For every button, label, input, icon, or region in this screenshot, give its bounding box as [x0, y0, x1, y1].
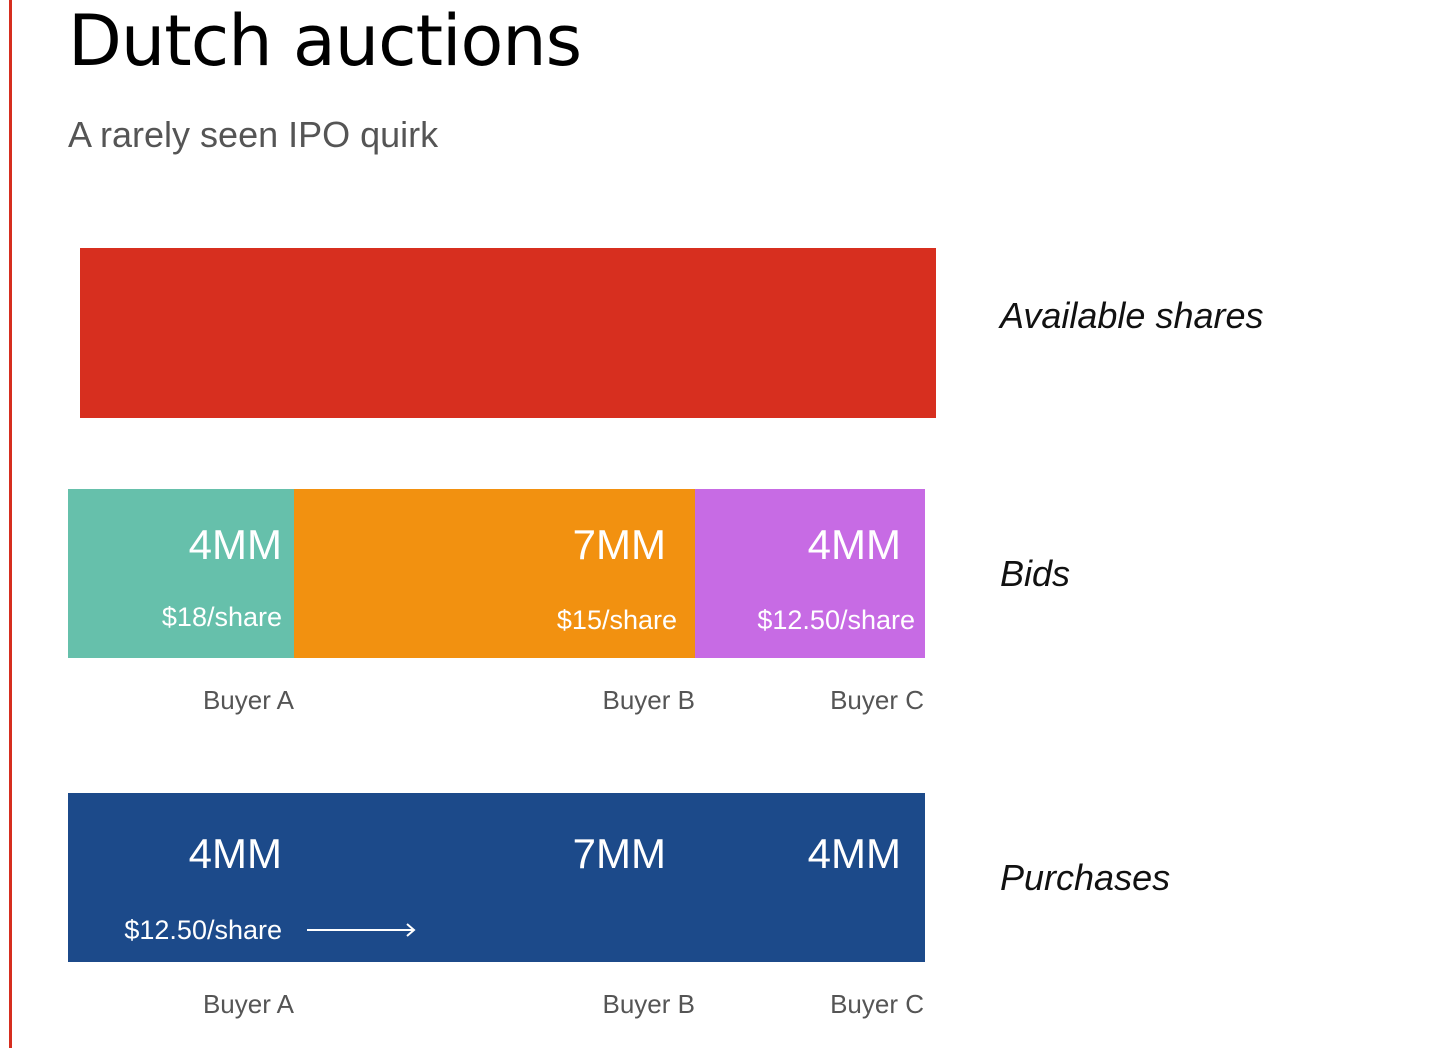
bid-amount-buyer-c: 4MM [807, 521, 901, 568]
bid-segment-buyer-b [294, 489, 695, 658]
bid-amount-buyer-b: 7MM [572, 521, 666, 568]
bid-price-buyer-a: $18/share [161, 602, 282, 632]
bids-buyer-a-label: Buyer A [202, 685, 294, 715]
bid-amount-buyer-a: 4MM [188, 521, 282, 568]
purchases-bar [68, 793, 925, 962]
bids-buyer-c-label: Buyer C [830, 685, 924, 715]
bids-buyer-b-label: Buyer B [602, 685, 696, 715]
right-arrow-icon [307, 923, 416, 937]
accent-rule [9, 0, 12, 1048]
available-shares-bar [80, 248, 936, 418]
available-shares-label: Available shares [1000, 295, 1264, 336]
purchases-label: Purchases [1000, 857, 1171, 898]
bid-price-buyer-b: $15/share [556, 605, 677, 635]
purchase-amount-buyer-a: 4MM [188, 830, 282, 877]
page-title: Dutch auctions [68, 0, 582, 82]
purchases-buyer-b-label: Buyer B [602, 989, 696, 1019]
bid-price-buyer-c: $12.50/share [757, 605, 915, 635]
page-subtitle: A rarely seen IPO quirk [68, 114, 439, 155]
bid-segment-buyer-a [68, 489, 294, 658]
clearing-price: $12.50/share [124, 915, 282, 945]
bid-segment-buyer-c [695, 489, 925, 658]
purchase-amount-buyer-b: 7MM [572, 830, 666, 877]
purchases-buyer-c-label: Buyer C [830, 989, 924, 1019]
bids-bar [68, 489, 925, 658]
purchase-amount-buyer-c: 4MM [807, 830, 901, 877]
purchases-buyer-a-label: Buyer A [202, 989, 294, 1019]
bids-label: Bids [1000, 553, 1071, 594]
